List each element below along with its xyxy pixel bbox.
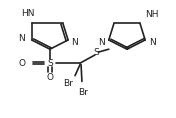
Text: Br: Br <box>63 79 73 88</box>
Text: NH: NH <box>145 10 159 19</box>
Text: O: O <box>19 59 26 67</box>
Text: Br: Br <box>78 88 88 97</box>
Text: S: S <box>93 48 99 57</box>
Text: S: S <box>47 59 53 67</box>
Text: HN: HN <box>21 9 35 18</box>
Text: N: N <box>71 38 78 47</box>
Text: N: N <box>98 38 105 47</box>
Text: N: N <box>18 34 25 43</box>
Text: N: N <box>149 38 156 47</box>
Text: O: O <box>46 73 53 82</box>
